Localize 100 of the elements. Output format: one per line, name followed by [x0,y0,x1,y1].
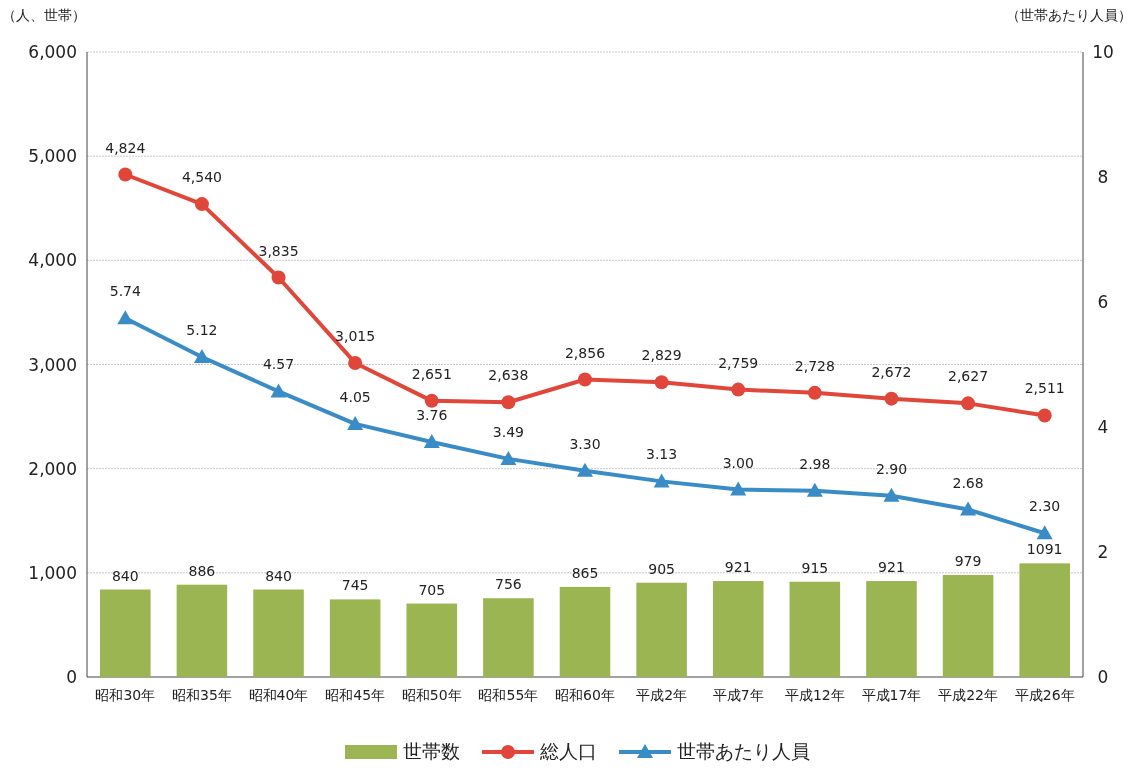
data-label: 979 [954,553,982,570]
bar [942,575,994,677]
data-label: 865 [571,564,599,581]
point [423,434,440,448]
data-label: 921 [724,559,752,576]
y-axis-title: （人、世帯） [2,7,86,23]
x-tick-label: 平成7年 [712,687,764,703]
data-label: 3.00 [722,454,754,471]
data-label: 2,829 [641,347,682,364]
y2-tick-label: 10 [1092,42,1114,62]
x-tick-label: 平成17年 [861,687,922,703]
y2-tick-label: 8 [1097,167,1109,187]
bar [406,603,458,677]
bar [176,584,228,677]
point [653,473,670,488]
data-label: 2.90 [875,460,908,477]
bar [483,598,534,677]
data-label: 2,672 [871,363,912,380]
bar [1019,563,1070,677]
point [730,481,747,496]
data-label: 915 [801,559,829,576]
data-label: 921 [878,559,905,576]
data-label: 2,759 [718,354,759,371]
bar [712,581,764,677]
legend-label: 世帯あたり人員 [677,740,810,762]
x-tick-label: 平成2年 [636,687,688,703]
point [806,482,823,497]
x-tick-label: 昭和55年 [478,687,539,703]
y-tick-label: 0 [66,667,77,687]
point [194,197,209,212]
y-tick-label: 1,000 [28,562,77,583]
point [961,396,976,411]
point [578,372,592,387]
data-label: 840 [111,567,139,584]
point [731,382,746,397]
point [883,487,900,502]
data-label: 4,824 [105,139,146,156]
x-tick-label: 平成22年 [938,687,998,703]
point [1037,408,1052,423]
bar [329,599,381,677]
data-label: 4,540 [181,169,222,186]
y2-tick-label: 2 [1097,542,1109,562]
y-tick-label: 4,000 [28,250,77,271]
point [270,383,287,398]
data-label: 3,835 [258,242,299,259]
data-label: 756 [495,576,522,593]
data-label: 2,856 [564,344,606,361]
data-label: 2,627 [948,368,989,385]
data-label: 2,638 [488,367,529,384]
data-label: 2,651 [411,365,452,382]
legend-label: 世帯数 [403,740,460,762]
point [347,415,364,430]
point [348,355,363,370]
x-tick-label: 昭和35年 [172,687,232,703]
bar [559,586,611,677]
point [884,391,899,406]
point [271,270,286,285]
point [500,450,517,465]
data-label: 3.76 [416,407,448,423]
data-label: 2,511 [1024,380,1065,397]
x-tick-label: 平成26年 [1014,687,1075,703]
data-label: 3,015 [335,327,376,344]
point [577,462,593,477]
x-tick-label: 昭和40年 [248,687,309,703]
data-label: 3.30 [569,435,601,452]
point [424,393,439,408]
point [193,349,210,363]
data-label: 2,728 [794,357,835,374]
data-label: 2.30 [1029,498,1061,515]
data-label: 4.57 [262,356,295,373]
x-tick-label: 昭和45年 [325,687,386,703]
point [1036,525,1053,540]
data-label: 3.13 [646,446,678,463]
bar [866,581,917,677]
point [118,167,133,182]
y-tick-label: 5,000 [28,146,77,167]
x-tick-label: 昭和60年 [555,687,615,703]
y-tick-label: 6,000 [28,42,77,62]
point [501,395,516,410]
point [117,310,134,325]
data-label: 2.98 [799,455,831,472]
bar [253,589,304,677]
data-label: 2.68 [952,474,984,491]
legend-label: 総人口 [539,740,597,762]
data-label: 5.12 [186,322,218,338]
data-label: 1091 [1026,541,1063,558]
point [654,375,669,390]
data-label: 840 [265,567,292,584]
point [807,385,822,400]
x-tick-label: 昭和50年 [401,687,462,703]
y2-tick-label: 4 [1097,417,1109,437]
point [960,501,977,516]
bar [636,582,687,677]
y2-tick-label: 0 [1097,667,1109,687]
y2-axis-title: （世帯あたり人員） [1006,7,1132,23]
data-label: 3.49 [492,423,524,440]
y-tick-label: 2,000 [28,458,77,479]
bar [100,589,151,677]
y2-tick-label: 6 [1097,292,1109,312]
y-tick-label: 3,000 [28,354,77,375]
